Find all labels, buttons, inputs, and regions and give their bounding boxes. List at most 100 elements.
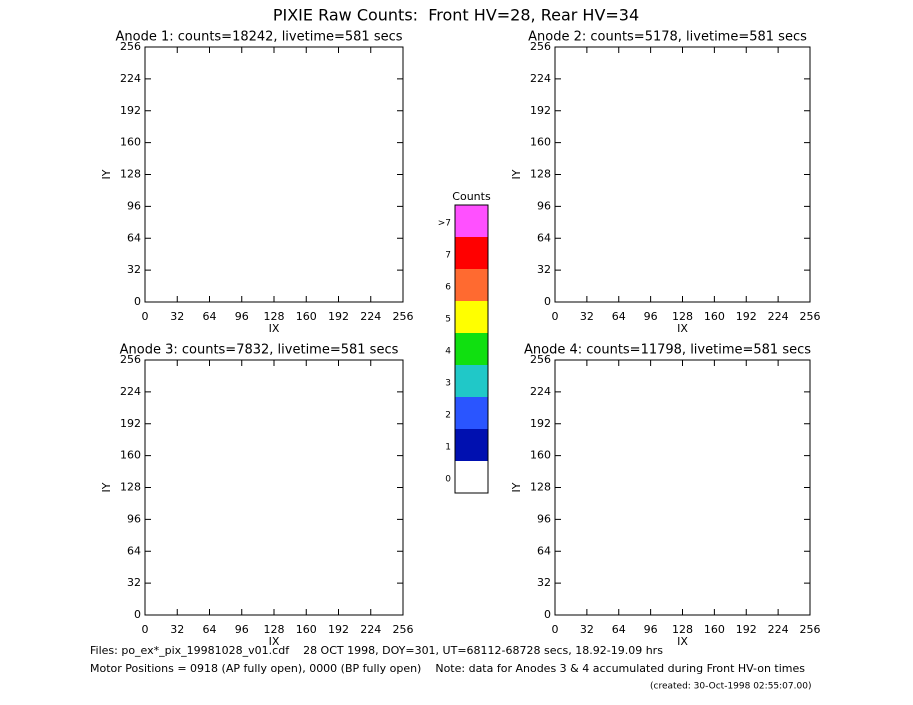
footer-line: Files: po_ex*_pix_19981028_v01.cdf 28 OC…	[90, 644, 663, 657]
y-tick-label: 160	[530, 449, 551, 462]
y-tick-label: 256	[120, 353, 141, 366]
colorbar-label: 4	[445, 347, 451, 357]
y-tick-label: 32	[127, 576, 141, 589]
x-tick-label: 224	[768, 623, 789, 636]
x-tick-label: 96	[644, 623, 658, 636]
x-tick-label: 64	[612, 623, 626, 636]
x-tick-label: 224	[768, 310, 789, 323]
colorbar-label: 6	[445, 283, 451, 293]
y-axis-label: IY	[510, 482, 523, 492]
x-tick-label: 192	[328, 623, 349, 636]
y-tick-label: 224	[530, 72, 551, 85]
plot-area	[144, 359, 404, 616]
y-tick-label: 160	[120, 449, 141, 462]
colorbar-cell	[455, 269, 488, 301]
y-tick-label: 32	[127, 263, 141, 276]
colorbar-label: 0	[445, 475, 451, 485]
y-tick-label: 64	[537, 544, 551, 557]
colorbar-frame	[454, 204, 489, 494]
footer-line: (created: 30-Oct-1998 02:55:07.00)	[650, 682, 811, 692]
y-tick-label: 160	[120, 136, 141, 149]
x-tick-label: 256	[393, 310, 414, 323]
x-axis-label: IX	[677, 635, 688, 648]
x-tick-label: 160	[704, 623, 725, 636]
y-tick-label: 32	[537, 263, 551, 276]
x-tick-label: 128	[264, 623, 285, 636]
y-tick-label: 96	[127, 512, 141, 525]
x-tick-label: 192	[736, 310, 757, 323]
colorbar-cell	[455, 237, 488, 269]
y-tick-label: 128	[530, 168, 551, 181]
x-tick-label: 224	[360, 310, 381, 323]
x-tick-label: 0	[552, 310, 559, 323]
y-tick-label: 192	[530, 104, 551, 117]
y-axis-label: IY	[510, 169, 523, 179]
colorbar-label: 5	[445, 315, 451, 325]
colorbar-title: Counts	[452, 190, 491, 203]
x-tick-label: 256	[800, 310, 821, 323]
x-tick-label: 32	[170, 623, 184, 636]
x-tick-label: 96	[235, 310, 249, 323]
x-tick-label: 128	[672, 310, 693, 323]
x-tick-label: 256	[393, 623, 414, 636]
plot-area	[554, 359, 811, 616]
y-tick-label: 256	[530, 40, 551, 53]
x-tick-label: 192	[328, 310, 349, 323]
panel-title: Anode 1: counts=18242, livetime=581 secs	[115, 30, 402, 45]
x-tick-label: 96	[644, 310, 658, 323]
colorbar-cell	[455, 461, 488, 493]
x-tick-label: 224	[360, 623, 381, 636]
colorbar-cell	[455, 333, 488, 365]
y-tick-label: 64	[127, 231, 141, 244]
colorbar-label: 1	[445, 443, 451, 453]
colorbar-cell	[455, 205, 488, 237]
y-tick-label: 96	[537, 199, 551, 212]
x-tick-label: 160	[296, 310, 317, 323]
panel-title: Anode 2: counts=5178, livetime=581 secs	[528, 30, 807, 45]
x-tick-label: 64	[203, 310, 217, 323]
y-tick-label: 256	[120, 40, 141, 53]
x-tick-label: 128	[672, 623, 693, 636]
colorbar-label: 3	[445, 379, 451, 389]
x-axis-label: IX	[269, 635, 280, 648]
y-tick-label: 192	[120, 104, 141, 117]
y-tick-label: 0	[544, 608, 551, 621]
colorbar-label: 7	[445, 251, 451, 261]
y-axis-label: IY	[100, 482, 113, 492]
colorbar-label: >7	[438, 219, 451, 229]
colorbar-label: 2	[445, 411, 451, 421]
y-tick-label: 128	[120, 481, 141, 494]
x-tick-label: 64	[203, 623, 217, 636]
colorbar-cell	[455, 429, 488, 461]
x-axis-label: IX	[677, 322, 688, 335]
x-tick-label: 32	[170, 310, 184, 323]
colorbar-cell	[455, 397, 488, 429]
plot-area	[144, 46, 404, 303]
y-tick-label: 64	[537, 231, 551, 244]
y-tick-label: 0	[134, 608, 141, 621]
y-tick-label: 160	[530, 136, 551, 149]
x-tick-label: 64	[612, 310, 626, 323]
y-tick-label: 128	[530, 481, 551, 494]
y-tick-label: 0	[544, 295, 551, 308]
colorbar-cell	[455, 365, 488, 397]
colorbar-cell	[455, 301, 488, 333]
y-axis-label: IY	[100, 169, 113, 179]
x-tick-label: 256	[800, 623, 821, 636]
y-tick-label: 192	[530, 417, 551, 430]
x-tick-label: 160	[704, 310, 725, 323]
y-tick-label: 224	[530, 385, 551, 398]
y-tick-label: 64	[127, 544, 141, 557]
x-tick-label: 160	[296, 623, 317, 636]
x-tick-label: 192	[736, 623, 757, 636]
x-tick-label: 96	[235, 623, 249, 636]
plot-area	[554, 46, 811, 303]
x-tick-label: 0	[142, 623, 149, 636]
y-tick-label: 96	[127, 199, 141, 212]
y-tick-label: 256	[530, 353, 551, 366]
panel-title: Anode 3: counts=7832, livetime=581 secs	[120, 343, 399, 358]
x-tick-label: 32	[580, 310, 594, 323]
panel-title: Anode 4: counts=11798, livetime=581 secs	[524, 343, 811, 358]
x-tick-label: 32	[580, 623, 594, 636]
